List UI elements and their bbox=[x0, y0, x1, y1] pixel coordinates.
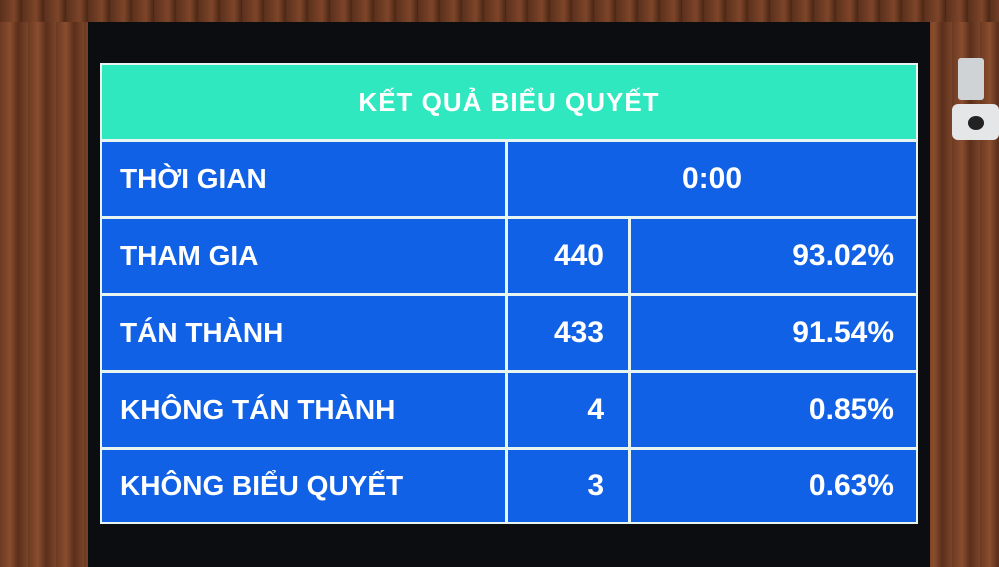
wood-trim bbox=[0, 0, 999, 22]
row-label: KHÔNG TÁN THÀNH bbox=[102, 373, 505, 447]
row-percent: 0.85% bbox=[631, 373, 916, 447]
voting-results-table: KẾT QUẢ BIỂU QUYẾT THỜI GIAN 0:00 THAM G… bbox=[100, 63, 918, 524]
row-label: TÁN THÀNH bbox=[102, 296, 505, 370]
camera-icon bbox=[952, 58, 999, 148]
results-title: KẾT QUẢ BIỂU QUYẾT bbox=[102, 65, 916, 139]
time-value: 0:00 bbox=[508, 142, 916, 216]
row-count: 4 bbox=[508, 373, 628, 447]
time-label: THỜI GIAN bbox=[102, 142, 505, 216]
row-label: KHÔNG BIỂU QUYẾT bbox=[102, 450, 505, 522]
row-count: 433 bbox=[508, 296, 628, 370]
row-percent: 0.63% bbox=[631, 450, 916, 522]
row-count: 3 bbox=[508, 450, 628, 522]
row-percent: 93.02% bbox=[631, 219, 916, 293]
row-label: THAM GIA bbox=[102, 219, 505, 293]
row-percent: 91.54% bbox=[631, 296, 916, 370]
row-count: 440 bbox=[508, 219, 628, 293]
